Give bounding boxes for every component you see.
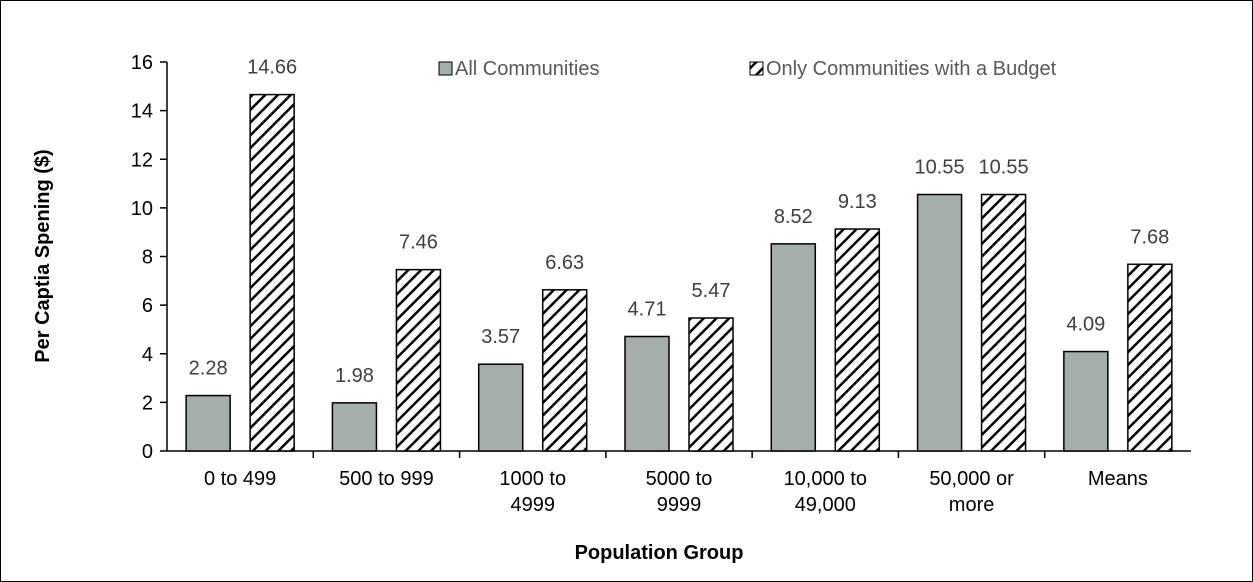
data-label: 4.71 [628, 298, 667, 320]
bar-all-communities [1063, 350, 1109, 452]
bar-with-budget [980, 193, 1027, 452]
data-label: 3.57 [481, 326, 520, 348]
label-layer: 0 to 499 2.28 14.66 500 to 999 1.98 7.46 1000 … [189, 57, 1170, 516]
legend-swatch-all-communities [438, 61, 453, 76]
y-tick-label: 2 [142, 392, 153, 414]
data-label: 4.09 [1066, 314, 1105, 336]
bar-all-communities [770, 243, 817, 452]
data-label: 8.52 [774, 206, 813, 228]
y-tick-label: 12 [131, 149, 153, 171]
data-label: 10.55 [979, 157, 1029, 179]
data-label: 7.46 [399, 232, 438, 254]
bar-with-budget [1127, 263, 1173, 452]
legend-swatch-with-budget [749, 61, 764, 76]
bar-all-communities [624, 335, 670, 452]
data-label: 10.55 [915, 157, 965, 179]
data-label: 14.66 [247, 57, 297, 79]
x-category-label: 5000 to 9999 [646, 468, 713, 516]
bar-with-budget [249, 93, 295, 452]
x-category-label: 50,000 or more [929, 468, 1014, 516]
x-category-label: 1000 to 4999 [499, 468, 566, 516]
bar-all-communities [185, 394, 231, 452]
data-label: 2.28 [189, 358, 228, 380]
y-tick-label: 0 [142, 441, 153, 463]
data-label: 1.98 [335, 365, 374, 387]
y-tick-label: 10 [131, 198, 153, 220]
legend-label-with-budget: Only Communities with a Budget [766, 58, 1057, 80]
legend-label-all-communities: All Communities [455, 58, 599, 80]
x-category-label: Means [1088, 468, 1148, 490]
y-axis-title: Per Captia Spening ($) [32, 149, 54, 362]
data-label: 6.63 [545, 252, 584, 274]
bar-all-communities [331, 402, 378, 452]
y-tick-label: 8 [142, 247, 153, 269]
bar-with-budget [834, 228, 881, 452]
y-tick-label: 16 [131, 52, 153, 74]
bar-layer [185, 93, 1173, 452]
data-label: 5.47 [692, 280, 731, 302]
bar-with-budget [541, 289, 588, 452]
data-label: 7.68 [1130, 226, 1169, 248]
y-tick-label: 14 [131, 101, 153, 123]
x-axis-title: Population Group [575, 542, 744, 564]
y-tick-label: 4 [142, 344, 153, 366]
bar-with-budget [395, 268, 442, 452]
x-category-label: 500 to 999 [339, 468, 434, 490]
bar-all-communities [477, 363, 524, 452]
x-category-label: 10,000 to 49,000 [784, 468, 867, 516]
x-category-label: 0 to 499 [204, 468, 276, 490]
bar-all-communities [916, 193, 963, 452]
y-tick-label: 6 [142, 295, 153, 317]
legend: All Communities Only Communities with a … [438, 58, 1057, 80]
data-label: 9.13 [838, 191, 877, 213]
bar-with-budget [688, 317, 734, 452]
